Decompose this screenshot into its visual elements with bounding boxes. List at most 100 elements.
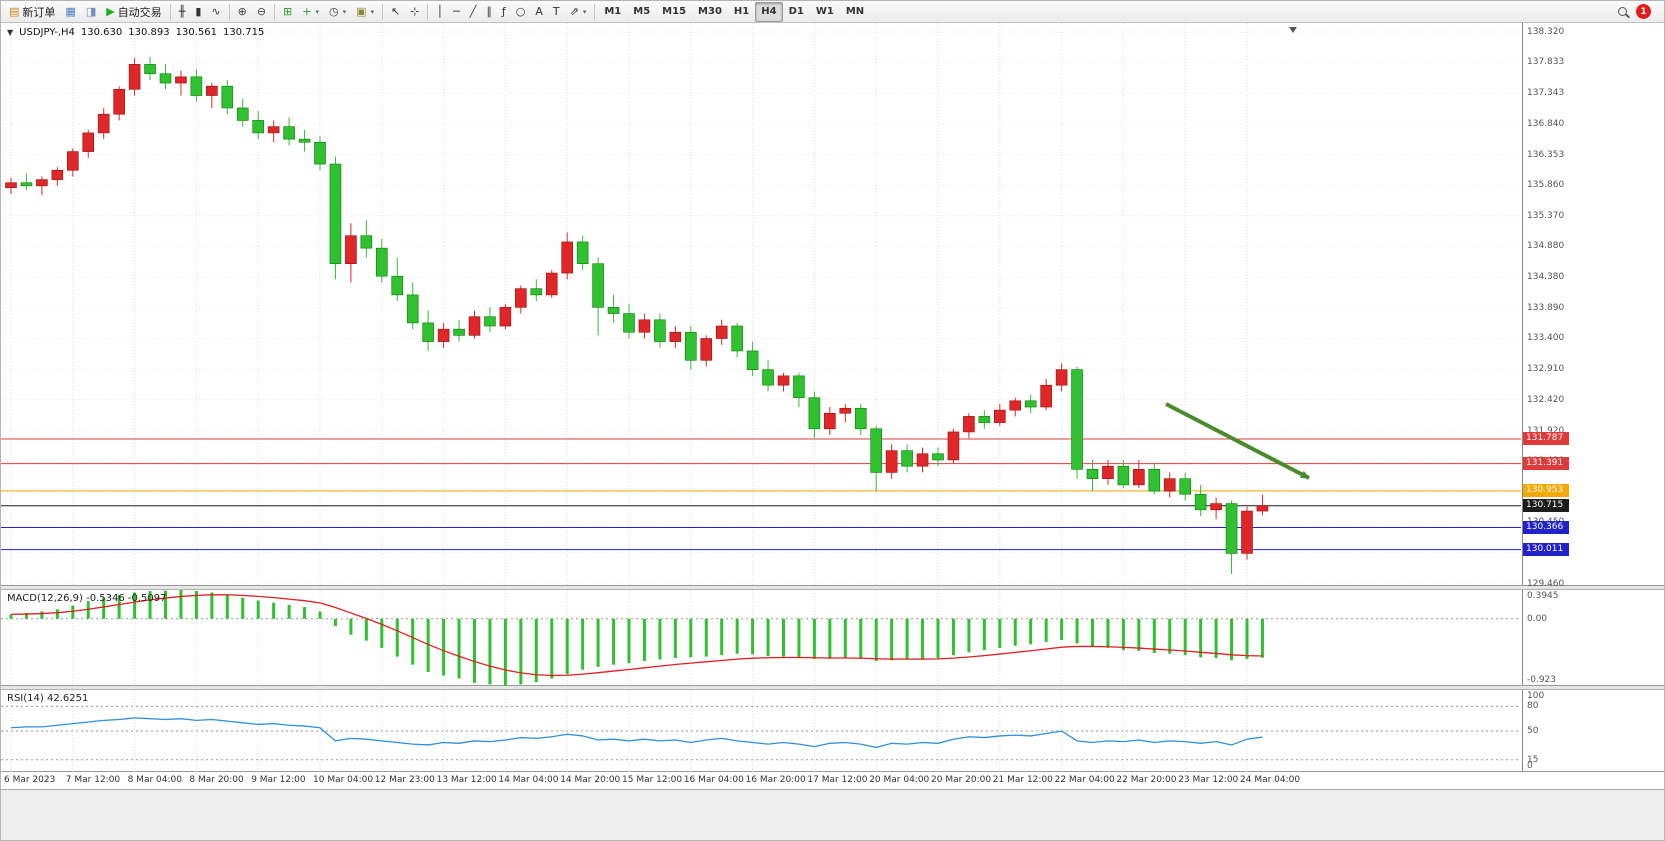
candlestick-chart-type-button[interactable]: ▮ (190, 2, 206, 22)
zoom-in-button[interactable]: ⊕ (233, 2, 252, 22)
price-axis-label: 136.353 (1527, 149, 1565, 160)
cursor-icon: ↖ (391, 5, 401, 18)
horizontal-line-icon: ─ (453, 5, 460, 18)
price-chart-canvas[interactable] (1, 23, 1521, 586)
search-icon (1618, 7, 1627, 16)
tile-windows-button[interactable]: ⊞ (278, 2, 297, 22)
timeframe-mn[interactable]: MN (845, 6, 865, 17)
candles (5, 56, 1269, 574)
time-axis-label: 23 Mar 12:00 (1178, 775, 1239, 785)
time-axis-label: 16 Mar 20:00 (745, 775, 806, 785)
text-button[interactable]: A (530, 2, 548, 22)
zoom-in-icon: ⊕ (237, 5, 247, 18)
search-button[interactable] (1613, 2, 1632, 22)
time-axis-label: 10 Mar 04:00 (313, 775, 374, 785)
text-label-button[interactable]: T (548, 2, 565, 22)
shapes-button[interactable]: ○ (511, 2, 531, 22)
new-order-button-label: 新订单 (22, 5, 56, 19)
charts-window-button[interactable]: ▦ (60, 2, 80, 22)
support-line-2-badge: 130.011 (1523, 542, 1569, 556)
symbol-period-label: USDJPY-,H4 (19, 27, 75, 38)
bar-chart-type-icon: ╫ (178, 5, 186, 18)
timeframe-m15[interactable]: M15 (662, 6, 687, 17)
resistance-line-2-badge: 131.391 (1523, 456, 1569, 470)
timeframe-m1[interactable]: M1 (604, 6, 622, 17)
chart-ohlc-header: ▼ USDJPY-,H4 130.630 130.893 130.561 130… (7, 27, 264, 38)
price-axis-label: 132.910 (1527, 364, 1565, 374)
rsi-axis-label: 0 (1527, 761, 1533, 771)
time-axis-label: 24 Mar 04:00 (1240, 775, 1301, 785)
time-axis-label: 21 Mar 12:00 (992, 775, 1053, 785)
rsi-axis-label: 100 (1527, 691, 1545, 701)
autotrading-button-label: 自动交易 (117, 5, 162, 19)
price-chart-panel: ▼ USDJPY-,H4 130.630 130.893 130.561 130… (1, 23, 1664, 589)
timeframe-m30[interactable]: M30 (698, 6, 722, 17)
new-order-button[interactable]: ▤ 新订单 (4, 2, 60, 22)
panel-splitter[interactable] (1, 686, 1664, 690)
autotrading-icon: ▶ (106, 5, 115, 18)
time-axis: 6 Mar 2023 7 Mar 12:00 8 Mar 04:00 8 Mar 20… (1, 772, 1664, 790)
text-label-icon: T (552, 5, 560, 18)
zoom-out-icon: ⊖ (256, 5, 267, 18)
timeframe-w1[interactable]: W1 (815, 6, 834, 17)
close-value: 130.715 (222, 27, 265, 38)
toolbar-separator (382, 3, 384, 20)
dropdown-caret-icon: ▾ (342, 7, 347, 16)
price-axis-label: 131.920 (1527, 425, 1565, 436)
panel-splitter[interactable] (1, 586, 1664, 590)
arrows-button[interactable]: ⇗ ▾ (565, 2, 592, 22)
price-axis-label: 133.400 (1527, 333, 1565, 344)
autotrading-button[interactable]: ▶ 自动交易 (101, 2, 166, 22)
crosshair-button[interactable]: ⊹ (405, 2, 424, 22)
text-icon: A (535, 5, 543, 18)
bottom-filler (1, 790, 1664, 840)
low-value: 130.561 (175, 27, 217, 38)
tile-windows-icon: ⊞ (283, 5, 293, 18)
timeframe-h1[interactable]: H1 (733, 6, 750, 17)
toolbar-separator (427, 3, 429, 20)
dropdown-caret-icon: ▾ (370, 7, 375, 16)
support-line-1-badge: 130.366 (1523, 520, 1569, 534)
time-axis-label: 6 Mar 2023 (4, 775, 56, 785)
trendline-button[interactable]: ╱ (465, 2, 482, 22)
current-price-line-badge: 130.715 (1523, 498, 1569, 512)
arrows-icon: ⇗ (569, 5, 579, 18)
price-axis-label: 133.890 (1527, 302, 1565, 313)
line-chart-type-button[interactable]: ∿ (206, 2, 225, 22)
toolbar-separator (594, 3, 596, 20)
trend-arrow[interactable] (1165, 402, 1310, 480)
cursor-button[interactable]: ↖ (386, 2, 405, 22)
time-axis-label: 7 Mar 12:00 (65, 775, 121, 785)
one-click-toggle-icon[interactable]: ▼ (7, 28, 14, 37)
rsi-axis-label: 15 (1527, 754, 1539, 765)
chart-area: ▼ USDJPY-,H4 130.630 130.893 130.561 130… (1, 23, 1664, 840)
macd-histogram (9, 590, 1264, 686)
timeframe-h4[interactable]: H4 (755, 1, 783, 22)
price-axis-label: 136.840 (1527, 119, 1565, 130)
time-axis-label: 17 Mar 12:00 (807, 775, 868, 785)
fibonacci-button[interactable]: ƒ (497, 2, 511, 22)
price-axis-label: 134.380 (1527, 272, 1565, 283)
equidistant-channel-button[interactable]: ∥ (481, 2, 497, 22)
zoom-out-button[interactable]: ⊖ (252, 2, 271, 22)
time-axis-label: 8 Mar 04:00 (127, 775, 182, 785)
periods-icon: ◷ (328, 5, 339, 18)
vertical-line-button[interactable]: │ (431, 2, 448, 22)
notifications-badge[interactable]: 1 (1636, 4, 1651, 19)
bar-chart-type-button[interactable]: ╫ (174, 2, 191, 22)
periods-button[interactable]: ◷ ▾ (324, 2, 351, 22)
time-axis-label: 16 Mar 04:00 (683, 775, 744, 785)
horizontal-line-button[interactable]: ─ (448, 2, 465, 22)
profiles-button[interactable]: ◨ (81, 2, 101, 22)
toolbar-separator (169, 3, 171, 20)
timeframe-d1[interactable]: D1 (788, 6, 804, 17)
indicators-button[interactable]: + ▾ (297, 2, 324, 22)
rsi-canvas (1, 690, 1521, 772)
line-chart-type-icon: ∿ (211, 5, 221, 18)
time-axis-label: 22 Mar 20:00 (1116, 775, 1177, 785)
high-value: 130.893 (128, 27, 170, 38)
templates-button[interactable]: ▣ ▾ (351, 2, 379, 22)
price-axis-label: 137.833 (1527, 57, 1565, 68)
timeframe-m5[interactable]: M5 (633, 6, 651, 17)
chart-shift-marker[interactable] (1289, 27, 1297, 33)
